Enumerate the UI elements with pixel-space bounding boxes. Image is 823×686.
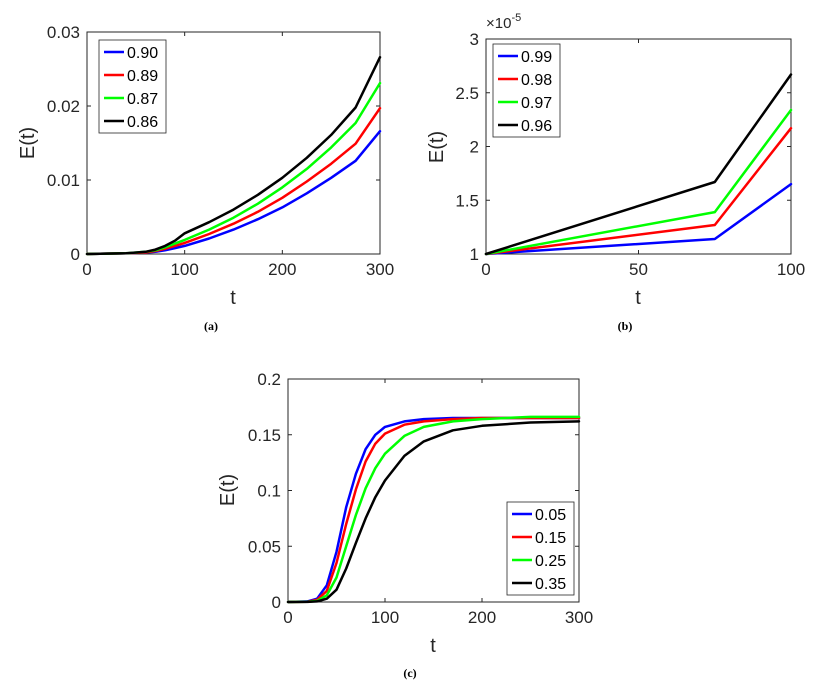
panel-a-ylabel: E(t) [17,127,39,159]
panel-a-series-line-3 [85,55,382,256]
panel-b-series-line-2 [484,108,793,256]
panel-b-series-line-0 [484,182,793,256]
panel-c-xtick-label: 0 [283,608,292,627]
panel-b-legend-label-2: 0.97 [521,95,552,112]
panel-b-legend-box [492,43,561,138]
panel-a-xtick-label: 100 [170,260,198,279]
panel-c-series-line-3 [286,420,581,604]
panel-a-legend-label-0: 0.90 [127,45,158,62]
panel-a-legend-box [98,39,167,134]
panel-c-ytick-label: 0.2 [257,370,281,389]
panel-c-legend-label-0: 0.05 [535,507,566,524]
panel-b-y-multiplier: ×10-5 [486,12,521,32]
panel-b-series-line-3 [484,73,793,256]
panel-a-legend-label-2: 0.87 [127,91,158,108]
panel-c-series-line-2 [286,415,581,604]
panel-b-legend-label-1: 0.98 [521,72,552,89]
panel-c-ytick-label: 0.05 [248,537,281,556]
panel-a-ytick-label: 0 [71,245,80,264]
panel-c-legend: 0.05 0.15 0.25 0.35 [506,501,575,596]
panel-b-ylabel: E(t) [426,131,448,163]
panel-c-legend-label-1: 0.15 [535,530,566,547]
panel-b-caption: (b) [618,319,633,333]
panel-b-legend-label-3: 0.96 [521,118,552,135]
panel-c-xtick-label: 300 [565,608,593,627]
panel-b-legend: 0.99 0.98 0.97 0.96 [492,43,561,138]
panel-c-xlabel: t [430,635,436,657]
panel-a-xtick-label: 200 [268,260,296,279]
panel-c-caption: (c) [403,666,416,680]
panel-c: 0 100 200 300 0 0.05 0.1 0.15 0.2 t E(t) 0.05 0… [217,370,593,680]
panel-b-ytick-label: 2.5 [455,84,479,103]
panel-b-xtick-label: 0 [481,260,490,279]
panel-c-ytick-label: 0.1 [257,482,281,501]
panel-b-ytick-label: 1 [470,245,479,264]
panel-a-legend-label-3: 0.86 [127,114,158,131]
panel-b-legend-label-0: 0.99 [521,49,552,66]
panel-b-ytick-label: 3 [470,30,479,49]
panel-b-xtick-label: 100 [777,260,805,279]
panel-a-caption: (a) [204,319,218,333]
panel-c-xtick-label: 100 [371,608,399,627]
panel-a-legend: 0.90 0.89 0.87 0.86 [98,39,167,134]
panel-a-ytick-label: 0.02 [47,97,80,116]
panel-c-ylabel: E(t) [217,474,239,506]
panel-a-ytick-label: 0.01 [47,171,80,190]
panel-a-xtick-label: 300 [366,260,394,279]
panel-b-xtick-label: 50 [629,260,648,279]
panel-a-legend-label-1: 0.89 [127,68,158,85]
panel-c-series-line-1 [286,416,581,604]
panel-b-xlabel: t [635,287,641,309]
panel-a-ytick-label: 0.03 [47,23,80,42]
panel-b-ytick-label: 2 [470,138,479,157]
panel-c-xtick-label: 200 [468,608,496,627]
panel-b-ytick-label: 1.5 [455,191,479,210]
panel-b: 0 50 100 1 1.5 2 2.5 3 ×10-5 t E(t) 0.99 0.98 … [426,12,805,333]
panel-c-legend-box [506,501,575,596]
panel-b-series-line-1 [484,126,793,256]
panel-a-xlabel: t [230,287,236,309]
panel-c-ytick-label: 0 [272,593,281,612]
panel-a: 0 100 200 300 0 0.01 0.02 0.03 t E(t) 0.90 0.8… [17,23,394,333]
panel-c-ytick-label: 0.15 [248,426,281,445]
panel-a-xtick-label: 0 [82,260,91,279]
panel-c-legend-label-3: 0.35 [535,576,566,593]
panel-c-legend-label-2: 0.25 [535,553,566,570]
